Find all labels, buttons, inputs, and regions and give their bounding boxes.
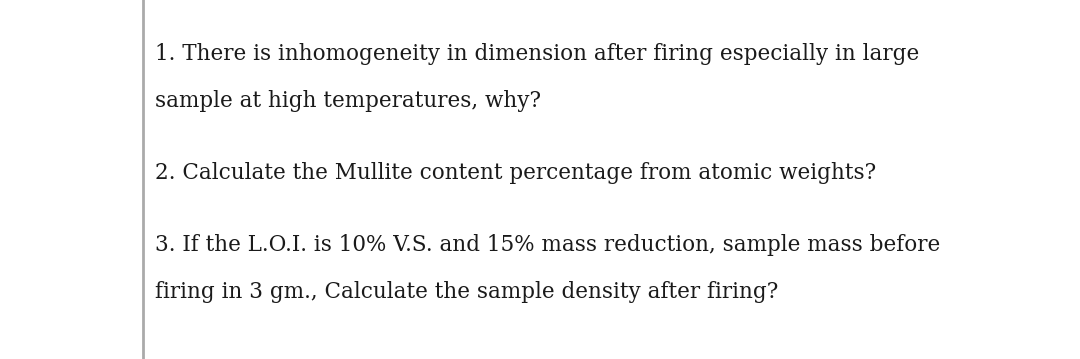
Text: 1. There is inhomogeneity in dimension after firing especially in large: 1. There is inhomogeneity in dimension a… [156,43,919,65]
Text: 3. If the L.O.I. is 10% V.S. and 15% mass reduction, sample mass before: 3. If the L.O.I. is 10% V.S. and 15% mas… [156,234,941,256]
Text: 2. Calculate the Mullite content percentage from atomic weights?: 2. Calculate the Mullite content percent… [156,162,877,184]
Text: sample at high temperatures, why?: sample at high temperatures, why? [156,90,541,112]
Text: firing in 3 gm., Calculate the sample density after firing?: firing in 3 gm., Calculate the sample de… [156,281,779,303]
